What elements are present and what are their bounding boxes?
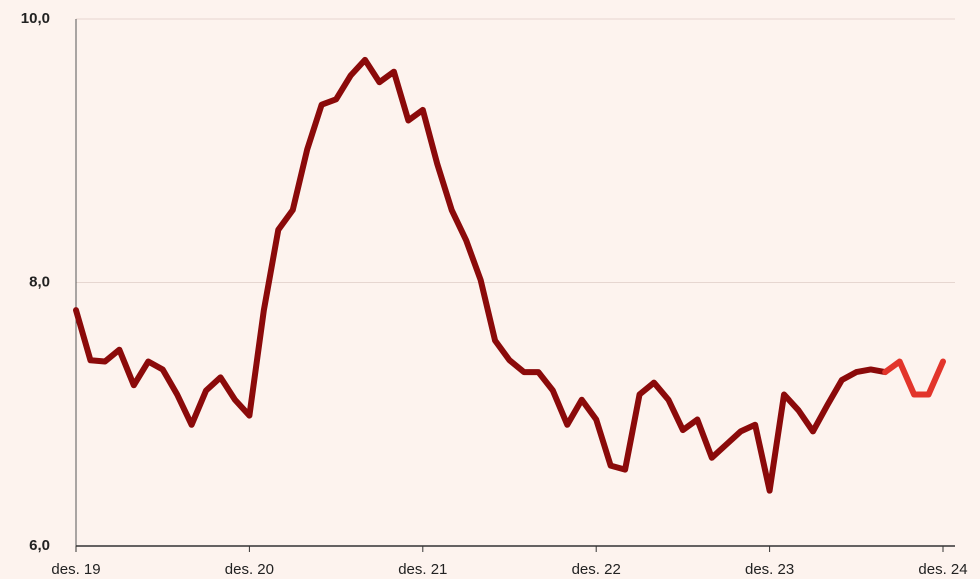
x-tick-label: des. 22 <box>572 561 621 578</box>
data-line <box>882 358 946 398</box>
y-tick-label: 6,0 <box>29 537 50 554</box>
x-tick-label: des. 20 <box>225 561 274 578</box>
x-tick-label: des. 21 <box>398 561 447 578</box>
x-tick-label: des. 19 <box>51 561 100 578</box>
y-tick-label: 8,0 <box>29 273 50 290</box>
y-tick-label: 10,0 <box>21 10 50 27</box>
x-tick-label: des. 24 <box>918 561 967 578</box>
x-tick-label: des. 23 <box>745 561 794 578</box>
data-line <box>73 56 889 494</box>
